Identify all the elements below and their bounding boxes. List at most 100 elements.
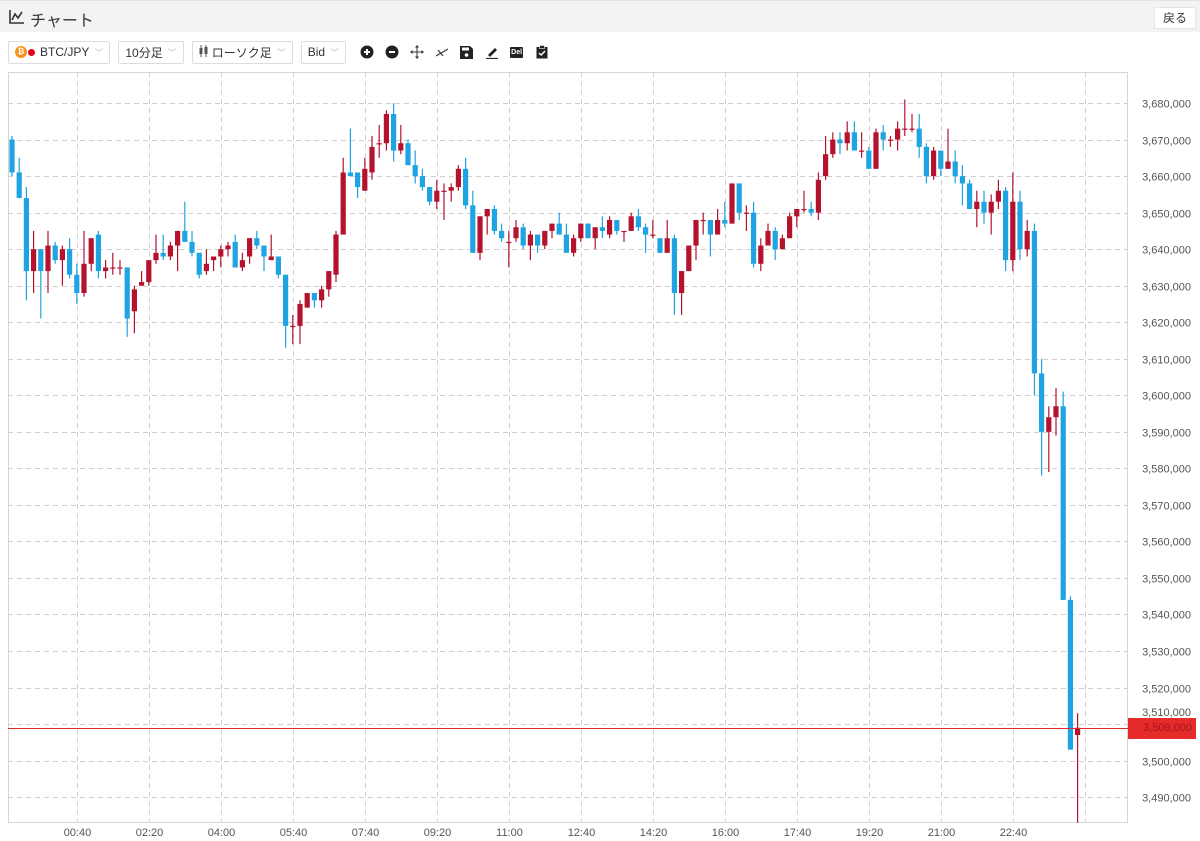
candle-up (434, 179, 440, 209)
save-icon[interactable] (458, 43, 476, 61)
candle-body (801, 208, 807, 211)
candle-up (693, 219, 699, 261)
candle-up (1046, 406, 1052, 473)
candle-up (211, 256, 217, 272)
delete-icon[interactable]: Del (508, 43, 526, 61)
candle-body (239, 260, 245, 268)
candle-body (355, 172, 361, 188)
candle-body (787, 216, 793, 239)
y-tick-label: 3,510,000 (1142, 707, 1191, 719)
candle-body (751, 212, 757, 264)
pair-select[interactable]: ₿ BTC/JPY ﹀ (8, 40, 111, 64)
candle-body (311, 293, 317, 301)
candle-down (52, 241, 58, 264)
candle-up (995, 179, 1001, 209)
candle-up (146, 260, 152, 286)
price-side-label: Bid (307, 45, 326, 59)
draw-icon[interactable] (483, 43, 501, 61)
candle-up (715, 208, 721, 235)
move-icon[interactable] (408, 43, 426, 61)
candle-body (931, 150, 937, 177)
candle-up (448, 183, 454, 202)
candle-body (585, 223, 591, 239)
candle-up (139, 271, 145, 286)
candle-body (542, 230, 548, 246)
candle-up (628, 212, 634, 231)
candle-up (59, 245, 65, 286)
pair-label: BTC/JPY (40, 45, 90, 59)
price-side-select[interactable]: Bid ﹀ (300, 40, 347, 64)
y-tick-label: 3,530,000 (1142, 647, 1191, 659)
candle-down (643, 223, 649, 253)
candle-body (470, 205, 476, 253)
candlestick-icon (199, 44, 209, 60)
jpy-flag-icon (28, 48, 35, 56)
y-tick-label: 3,560,000 (1142, 537, 1191, 549)
candle-body (635, 216, 641, 228)
candle-up (376, 124, 382, 158)
candle-down (923, 143, 929, 184)
candle-up (153, 234, 159, 264)
candle-down (427, 187, 433, 206)
candle-body (988, 201, 994, 213)
y-tick-label: 3,670,000 (1142, 136, 1191, 148)
candle-body (671, 238, 677, 294)
candle-body (275, 256, 281, 275)
x-tick-label: 21:00 (928, 827, 956, 839)
candle-up (650, 219, 656, 239)
candle-down (405, 139, 411, 166)
candle-body (599, 227, 605, 231)
candle-body (268, 256, 274, 261)
candle-body (794, 208, 800, 217)
y-tick-label: 3,500,000 (1142, 757, 1191, 769)
y-tick-label: 3,600,000 (1142, 391, 1191, 403)
candle-body (1075, 727, 1081, 736)
candle-body (808, 208, 814, 213)
candle-up (794, 208, 800, 228)
candle-down (196, 252, 202, 279)
candle-up (758, 238, 764, 272)
candle-body (686, 245, 692, 272)
candle-body (412, 165, 418, 177)
candle-up (268, 234, 274, 261)
line-chart-icon (8, 9, 26, 30)
candle-body (117, 267, 123, 269)
candle-up (477, 216, 483, 261)
candle-up (203, 249, 209, 275)
candle-body (369, 146, 375, 173)
candle-body (974, 201, 980, 209)
y-tick-label: 3,490,000 (1142, 793, 1191, 805)
interval-select[interactable]: 10分足 ﹀ (118, 40, 184, 64)
candle-body (707, 219, 713, 235)
trendline-icon[interactable] (433, 43, 451, 61)
zoom-out-icon[interactable] (383, 43, 401, 61)
clipboard-icon[interactable] (533, 43, 551, 61)
x-tick-label: 17:40 (784, 827, 812, 839)
candle-down (585, 223, 591, 239)
y-tick-label: 3,550,000 (1142, 574, 1191, 586)
candle-body (283, 274, 289, 326)
candle-up (319, 285, 325, 308)
candle-up (131, 285, 137, 334)
candle-up (830, 132, 836, 158)
chart-type-select[interactable]: ローソク足 ﹀ (191, 40, 293, 64)
candle-body (1031, 230, 1037, 374)
candle-up (909, 114, 915, 133)
candle-body (131, 289, 137, 312)
candle-body (902, 128, 908, 130)
candle-body (556, 223, 562, 235)
back-button[interactable]: 戻る (1153, 7, 1196, 29)
candle-body (304, 293, 310, 308)
candle-down (347, 128, 353, 177)
candle-up (81, 230, 87, 297)
candle-body (67, 249, 73, 275)
interval-label: 10分足 (125, 45, 163, 60)
candle-body (628, 216, 634, 231)
candle-up (45, 230, 51, 294)
candle-down (722, 201, 728, 228)
y-tick-label: 3,580,000 (1142, 464, 1191, 476)
candle-body (938, 150, 944, 169)
zoom-in-icon[interactable] (358, 43, 376, 61)
candle-up (326, 271, 332, 297)
